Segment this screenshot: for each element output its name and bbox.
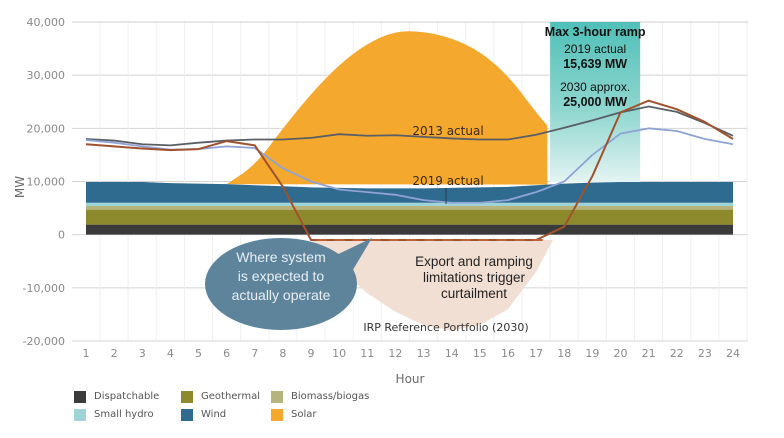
annotations-layer: 2013 actual 2019 actual Where system is exp… bbox=[205, 124, 533, 334]
x-tick-label: 1 bbox=[83, 347, 90, 360]
x-tick-label: 16 bbox=[501, 347, 515, 360]
y-axis-title: MW bbox=[13, 176, 27, 198]
legend-swatch bbox=[74, 390, 86, 403]
legend-label: Small hydro bbox=[94, 409, 154, 420]
area-small-hydro bbox=[86, 202, 733, 206]
x-tick-label: 13 bbox=[417, 347, 431, 360]
y-tick-label: 0 bbox=[58, 229, 65, 242]
area-dispatchable bbox=[86, 224, 733, 235]
legend-label: Dispatchable bbox=[94, 391, 160, 402]
area-wind bbox=[86, 182, 733, 203]
x-tick-label: 6 bbox=[223, 347, 230, 360]
ramp-2030-value: 25,000 MW bbox=[563, 95, 627, 109]
bubble-text-line: is expected to bbox=[238, 268, 325, 284]
area-geothermal bbox=[86, 209, 733, 225]
x-tick-label: 11 bbox=[360, 347, 374, 360]
x-axis-title: Hour bbox=[396, 372, 425, 386]
curtailment-text-line: limitations trigger bbox=[423, 270, 526, 285]
x-tick-label: 14 bbox=[445, 347, 459, 360]
x-tick-label: 8 bbox=[279, 347, 286, 360]
x-tick-label: 22 bbox=[670, 347, 684, 360]
curtailment-area-layer bbox=[311, 239, 553, 331]
x-tick-label: 19 bbox=[585, 347, 599, 360]
lines-layer bbox=[85, 99, 734, 241]
bubble bbox=[205, 238, 357, 330]
x-tick-label: 9 bbox=[308, 347, 315, 360]
x-tick-label: 20 bbox=[613, 347, 627, 360]
x-tick-label: 4 bbox=[167, 347, 174, 360]
label-2019-actual: 2019 actual bbox=[412, 174, 483, 188]
legend-swatch bbox=[74, 408, 86, 421]
legend-item: Dispatchable bbox=[74, 389, 181, 404]
y-tick-label: 20,000 bbox=[27, 122, 66, 135]
bubble-text-line: Where system bbox=[236, 249, 325, 265]
x-tick-label: 5 bbox=[195, 347, 202, 360]
x-tick-label: 21 bbox=[642, 347, 656, 360]
legend-label: Geothermal bbox=[201, 391, 261, 402]
x-tick-label: 24 bbox=[726, 347, 740, 360]
x-tick-label: 10 bbox=[332, 347, 346, 360]
legend: Dispatchable Geothermal Biomass/biogas Smal… bbox=[74, 389, 391, 422]
legend-swatch bbox=[181, 390, 193, 403]
ramp-2030-label: 2030 approx. bbox=[560, 80, 630, 94]
legend-label: Biomass/biogas bbox=[291, 391, 370, 402]
y-tick-label: 10,000 bbox=[27, 176, 66, 189]
legend-label: Solar bbox=[291, 409, 317, 420]
x-tick-label: 12 bbox=[388, 347, 402, 360]
y-tick-label: 30,000 bbox=[27, 69, 66, 82]
legend-item: Geothermal bbox=[181, 389, 271, 404]
x-tick-label: 18 bbox=[557, 347, 571, 360]
ramp-2019-value: 15,639 MW bbox=[563, 57, 627, 71]
y-tick-label: 40,000 bbox=[27, 16, 66, 29]
x-tick-label: 17 bbox=[529, 347, 543, 360]
x-tick-label: 2 bbox=[111, 347, 118, 360]
curtailment-area bbox=[311, 239, 553, 331]
legend-swatch bbox=[271, 390, 283, 403]
label-irp-reference: IRP Reference Portfolio (2030) bbox=[363, 321, 528, 334]
x-tick-label: 3 bbox=[139, 347, 146, 360]
y-tick-label: -20,000 bbox=[23, 335, 65, 348]
label-2013-actual: 2013 actual bbox=[412, 124, 483, 138]
legend-item: Small hydro bbox=[74, 407, 181, 422]
x-tick-label: 15 bbox=[473, 347, 487, 360]
x-axis: 1 2 3 4 5 6 7 8 9 10 11 12 13 14 15 16 17 18 19 20 21 22 23 24 bbox=[83, 347, 741, 360]
ramp-box-title: Max 3-hour ramp bbox=[545, 25, 646, 39]
curtailment-text-line: curtailment bbox=[441, 286, 507, 301]
stacked-areas-layer bbox=[86, 31, 733, 235]
bubble-text-line: actually operate bbox=[232, 287, 331, 303]
solar-area bbox=[226, 31, 548, 185]
legend-label: Wind bbox=[201, 409, 227, 420]
legend-item: Biomass/biogas bbox=[271, 389, 391, 404]
curtailment-text-line: Export and ramping bbox=[415, 254, 533, 269]
y-axis: 40,000 30,000 20,000 10,000 0 -10,000 -20,000 bbox=[23, 16, 65, 348]
x-tick-label: 23 bbox=[698, 347, 712, 360]
legend-item: Solar bbox=[271, 407, 391, 422]
area-biomass-biogas bbox=[86, 205, 733, 210]
legend-swatch bbox=[271, 408, 283, 421]
ramp-box bbox=[550, 22, 641, 183]
y-tick-label: -10,000 bbox=[23, 282, 65, 295]
ramp-2019-label: 2019 actual bbox=[564, 42, 626, 56]
legend-item: Wind bbox=[181, 407, 271, 422]
legend-swatch bbox=[181, 408, 193, 421]
x-tick-label: 7 bbox=[251, 347, 258, 360]
